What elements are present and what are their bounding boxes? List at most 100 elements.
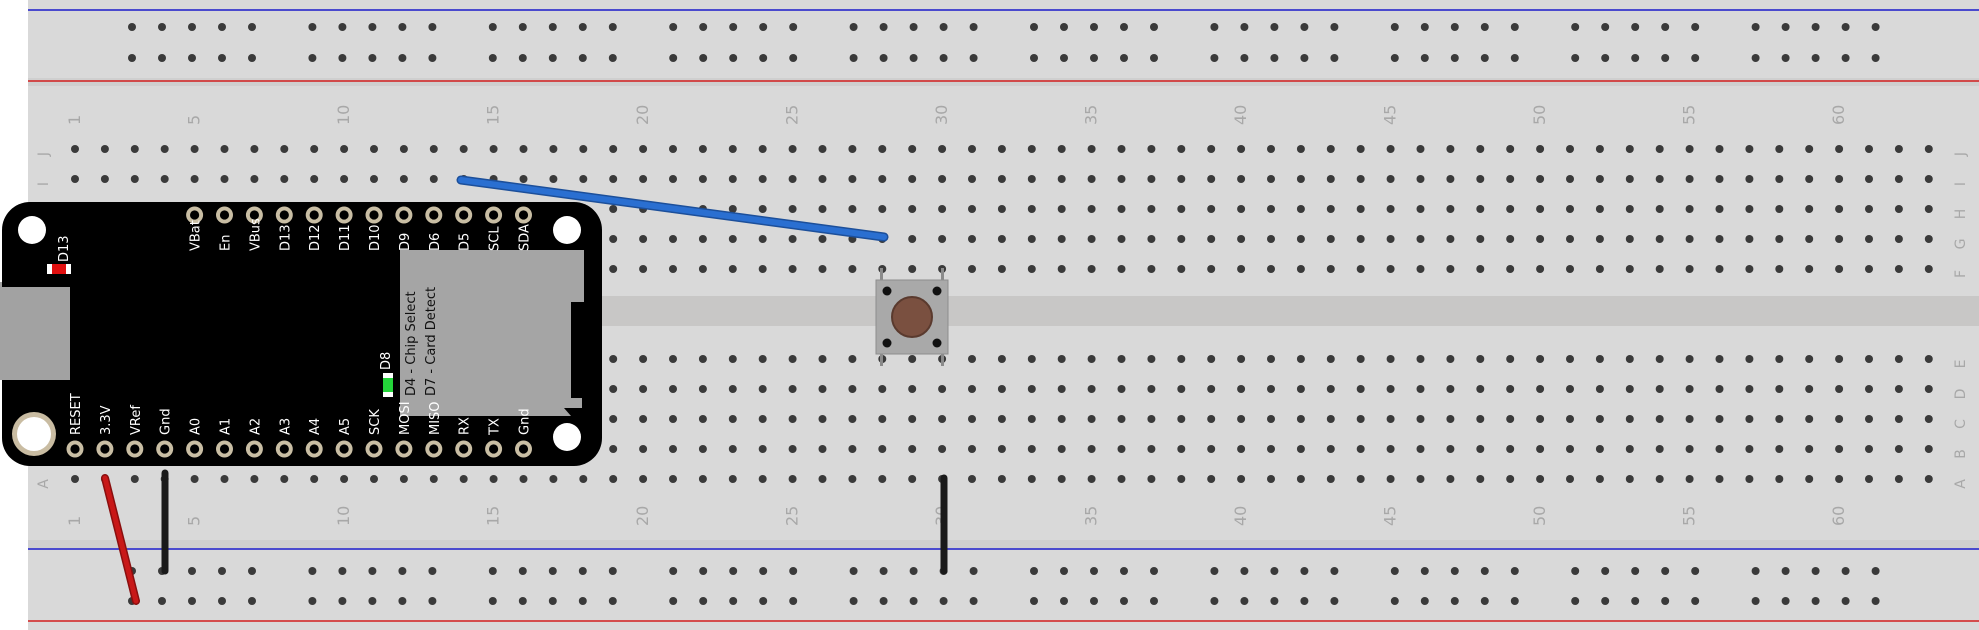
breadboard-hole (1715, 385, 1724, 393)
rail-hole (879, 567, 888, 575)
breadboard-hole (1506, 475, 1515, 483)
breadboard-hole (1805, 235, 1814, 243)
breadboard-hole (639, 475, 648, 483)
feather-pin-label: D6 (428, 233, 443, 251)
breadboard-hole (1296, 205, 1305, 213)
breadboard-hole (1775, 235, 1784, 243)
breadboard-hole (1655, 265, 1664, 273)
breadboard-hole (1117, 175, 1126, 183)
breadboard-hole (878, 205, 887, 213)
breadboard-hole (1566, 445, 1574, 453)
rail-hole (1330, 597, 1339, 605)
rail-hole (308, 23, 317, 31)
breadboard-hole (968, 205, 976, 213)
breadboard-hole (1865, 385, 1873, 393)
feather-bottom-pins: RESET 3.3V VRef Gnd A0 A1 A2 A3 A4 A5 SCK MOSI MISO R… (66, 393, 533, 458)
feather-board[interactable]: VBat En VBus D13 D12 D11 D10 D9 D6 D5 SCL SDA RESET… (0, 202, 602, 466)
rail-hole (1300, 23, 1309, 31)
rail-hole (428, 597, 437, 605)
breadboard-hole (1207, 475, 1216, 483)
breadboard-hole (698, 415, 707, 423)
rail-hole (1390, 54, 1399, 62)
breadboard-hole (100, 145, 109, 153)
breadboard-hole (190, 475, 199, 483)
rail-hole (1090, 567, 1098, 575)
breadboard-hole (1267, 355, 1275, 363)
pushbutton[interactable] (875, 268, 949, 366)
rail-hole (158, 54, 166, 62)
breadboard-hole (1715, 175, 1724, 183)
breadboard-hole (1536, 385, 1545, 393)
pin-hole (518, 210, 529, 220)
rail-hole (729, 567, 738, 575)
breadboard-hole (1476, 235, 1485, 243)
breadboard-hole (1326, 415, 1335, 423)
pin-hole (190, 444, 200, 454)
breadboard-hole (1865, 475, 1873, 483)
breadboard-hole (1536, 265, 1545, 273)
rail-hole (1150, 23, 1158, 31)
breadboard-hole (1745, 415, 1754, 423)
rail-hole (1270, 567, 1279, 575)
breadboard-hole (1267, 445, 1275, 453)
mount-hole-top-left (18, 216, 46, 244)
breadboard-hole (1087, 415, 1096, 423)
breadboard-hole (1356, 445, 1365, 453)
breadboard-hole (1177, 265, 1186, 273)
pin-hole (489, 444, 499, 454)
breadboard-hole (1087, 205, 1096, 213)
breadboard-hole (1625, 475, 1634, 483)
breadboard-hole (1386, 475, 1395, 483)
breadboard-hole (250, 175, 259, 183)
rail-hole (1601, 23, 1610, 31)
pin-hole (339, 210, 349, 220)
pin-hole (70, 444, 80, 454)
breadboard-hole (1237, 205, 1246, 213)
breadboard-hole (1057, 205, 1066, 213)
breadboard-hole (758, 265, 767, 273)
rail-hole (849, 567, 858, 575)
breadboard-hole (1207, 205, 1216, 213)
breadboard-hole (848, 145, 857, 153)
breadboard-hole (1894, 415, 1903, 423)
rail-hole (1781, 54, 1790, 62)
breadboard-hole (1595, 145, 1604, 153)
rail-hole (1090, 54, 1098, 62)
column-number-label: 10 (334, 506, 353, 526)
breadboard-hole (1237, 415, 1246, 423)
breadboard-hole (1894, 385, 1903, 393)
breadboard-hole (1087, 385, 1096, 393)
breadboard-hole (1356, 145, 1365, 153)
feather-pin-label: Gnd (518, 408, 533, 435)
breadboard-hole (1865, 355, 1873, 363)
breadboard-hole (788, 475, 797, 483)
breadboard-hole (1805, 145, 1814, 153)
rail-hole (1601, 597, 1610, 605)
breadboard-hole (519, 145, 528, 153)
breadboard-hole (1595, 265, 1604, 273)
row-letter-label: C (1953, 419, 1969, 429)
rail-hole (218, 597, 226, 605)
rail-hole (1210, 54, 1219, 62)
feather-pin-label: D9 (398, 233, 413, 251)
breadboard-hole (1267, 415, 1275, 423)
breadboard-hole (818, 175, 827, 183)
breadboard-hole (1625, 445, 1634, 453)
breadboard-hole (1536, 205, 1545, 213)
breadboard-hole (1087, 355, 1096, 363)
breadboard-hole (1894, 475, 1903, 483)
rail-hole (669, 597, 678, 605)
rail-hole (1781, 567, 1790, 575)
pin-hole (249, 210, 259, 220)
rail-hole (789, 567, 798, 575)
breadboard-hole (908, 475, 917, 483)
breadboard-hole (1715, 235, 1724, 243)
rail-hole (428, 567, 437, 575)
breadboard-hole (1805, 175, 1814, 183)
breadboard-hole (1326, 175, 1335, 183)
rail-hole (849, 23, 858, 31)
pushbutton-icon[interactable] (891, 296, 933, 338)
breadboard-hole (1386, 385, 1395, 393)
rail-hole (939, 23, 948, 31)
breadboard-hole (1027, 145, 1036, 153)
